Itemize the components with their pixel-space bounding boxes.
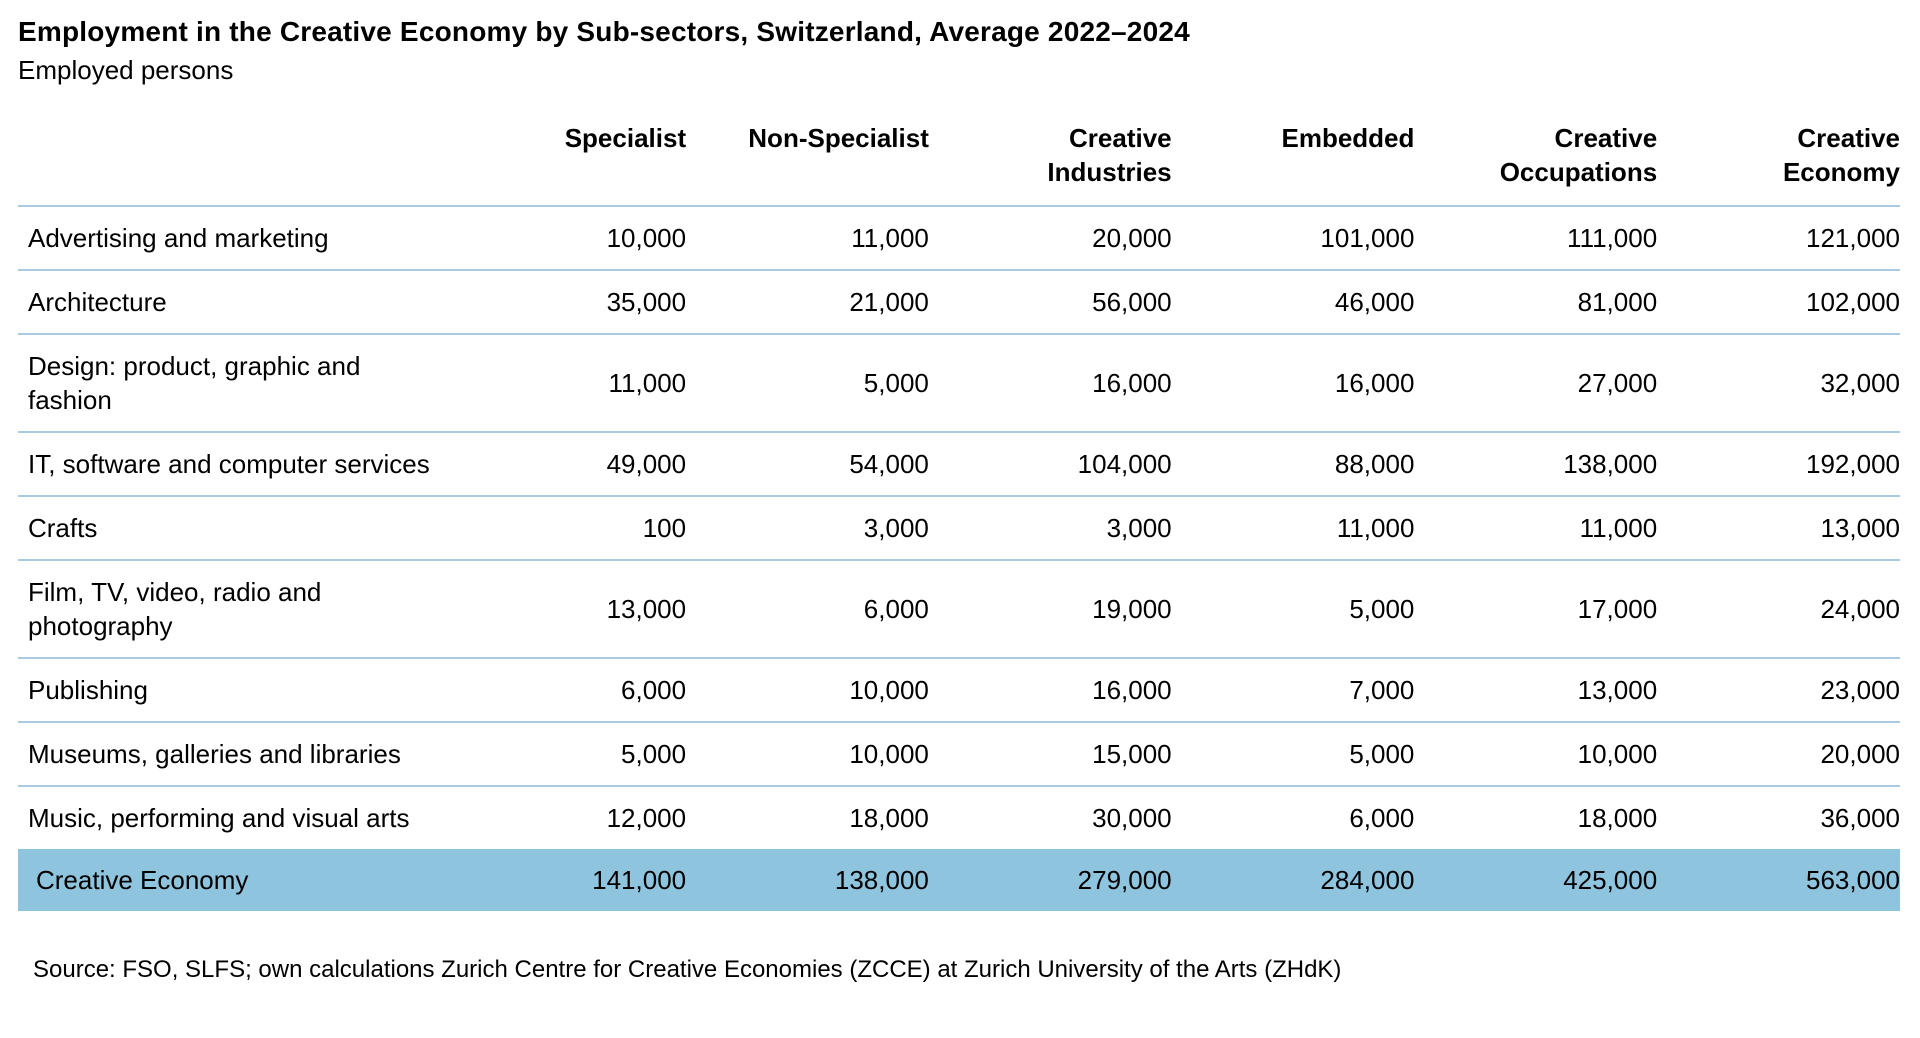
header-specialist: Specialist (443, 97, 687, 207)
cell-value: 23,000 (1820, 675, 1900, 705)
cell-value: 24,000 (1820, 594, 1900, 624)
table-row-museums: Museums, galleries and libraries 5,000 1… (18, 722, 1900, 786)
table-row-architecture: Architecture 35,000 21,000 56,000 46,000… (18, 270, 1900, 334)
cell-value: 5,000 (863, 368, 929, 398)
cell-value: 54,000 (849, 449, 929, 479)
cell-value: 102,000 (1806, 287, 1900, 317)
row-label: Design: product, graphic and fashion (28, 351, 361, 415)
cell-value: 13,000 (606, 594, 687, 624)
source-note: Source: FSO, SLFS; own calculations Zuri… (33, 956, 1342, 983)
cell-value: 6,000 (621, 675, 687, 705)
header-empty (18, 97, 444, 207)
cell-value: 18,000 (849, 803, 929, 833)
employment-table: Specialist Non-Specialist Creative Indus… (18, 97, 1900, 911)
cell-value: 3,000 (1106, 513, 1172, 543)
cell-value: 101,000 (1320, 223, 1415, 253)
cell-value: 36,000 (1820, 803, 1900, 833)
cell-value: 138,000 (1563, 449, 1658, 479)
cell-value: 7,000 (1349, 675, 1415, 705)
cell-value: 121,000 (1806, 223, 1900, 253)
cell-value: 18,000 (1577, 803, 1658, 833)
table-row-advertising: Advertising and marketing 10,000 11,000 … (18, 206, 1900, 270)
cell-value: 20,000 (1092, 223, 1172, 253)
cell-value: 16,000 (1092, 675, 1172, 705)
cell-value: 13,000 (1577, 675, 1658, 705)
cell-value: 11,000 (608, 368, 687, 398)
row-label: IT, software and computer services (28, 449, 430, 479)
header-creative-economy: Creative Economy (1657, 97, 1900, 207)
cell-value: 5,000 (1349, 594, 1415, 624)
cell-value: 5,000 (621, 739, 687, 769)
cell-value: 13,000 (1820, 513, 1900, 543)
cell-value: 6,000 (863, 594, 929, 624)
cell-value: 27,000 (1577, 368, 1658, 398)
cell-value: 111,000 (1567, 223, 1658, 253)
table-row-creative-economy-total: Creative Economy 141,000 138,000 279,000… (18, 849, 1900, 911)
cell-value: 279,000 (1077, 865, 1172, 895)
cell-value: 5,000 (1349, 739, 1415, 769)
cell-value: 10,000 (606, 223, 687, 253)
cell-value: 100 (642, 513, 687, 543)
cell-value: 141,000 (592, 865, 687, 895)
table-row-crafts: Crafts 100 3,000 3,000 11,000 11,000 13,… (18, 496, 1900, 560)
table-row-design: Design: product, graphic and fashion 11,… (18, 334, 1900, 432)
row-label: Advertising and marketing (28, 223, 329, 253)
cell-value: 15,000 (1092, 739, 1172, 769)
cell-value: 16,000 (1334, 368, 1415, 398)
row-label: Music, performing and visual arts (28, 803, 410, 833)
cell-value: 30,000 (1092, 803, 1172, 833)
header-row: Specialist Non-Specialist Creative Indus… (18, 97, 1900, 207)
cell-value: 49,000 (606, 449, 687, 479)
cell-value: 46,000 (1334, 287, 1415, 317)
cell-value: 10,000 (849, 675, 929, 705)
cell-value: 192,000 (1806, 449, 1900, 479)
cell-value: 425,000 (1563, 865, 1658, 895)
cell-value: 17,000 (1577, 594, 1658, 624)
row-label: Architecture (28, 287, 167, 317)
cell-value: 35,000 (606, 287, 687, 317)
cell-value: 11,000 (1579, 513, 1658, 543)
header-embedded: Embedded (1171, 97, 1415, 207)
cell-value: 10,000 (1577, 739, 1658, 769)
header-creative-occupations: Creative Occupations (1414, 97, 1658, 207)
table-row-music: Music, performing and visual arts 12,000… (18, 786, 1900, 849)
row-label: Creative Economy (36, 865, 249, 895)
cell-value: 563,000 (1806, 865, 1900, 895)
page-subtitle: Employed persons (18, 55, 234, 85)
cell-value: 21,000 (849, 287, 929, 317)
cell-value: 81,000 (1577, 287, 1658, 317)
cell-value: 32,000 (1820, 368, 1900, 398)
row-label: Publishing (28, 675, 148, 705)
table-body: Advertising and marketing 10,000 11,000 … (18, 206, 1900, 911)
row-label: Museums, galleries and libraries (28, 739, 401, 769)
table-row-film-tv: Film, TV, video, radio and photography 1… (18, 560, 1900, 658)
cell-value: 104,000 (1077, 449, 1172, 479)
cell-value: 11,000 (1336, 513, 1415, 543)
cell-value: 12,000 (606, 803, 687, 833)
table-row-publishing: Publishing 6,000 10,000 16,000 7,000 13,… (18, 658, 1900, 722)
cell-value: 16,000 (1092, 368, 1172, 398)
header-non-specialist: Non-Specialist (686, 97, 929, 207)
cell-value: 19,000 (1092, 594, 1172, 624)
cell-value: 284,000 (1320, 865, 1415, 895)
cell-value: 6,000 (1349, 803, 1415, 833)
cell-value: 20,000 (1820, 739, 1900, 769)
cell-value: 11,000 (851, 223, 929, 253)
table-row-it-software: IT, software and computer services 49,00… (18, 432, 1900, 496)
header-creative-industries: Creative Industries (928, 97, 1172, 207)
cell-value: 138,000 (834, 865, 929, 895)
cell-value: 10,000 (849, 739, 929, 769)
row-label: Film, TV, video, radio and photography (28, 577, 322, 641)
cell-value: 88,000 (1334, 449, 1415, 479)
page-title: Employment in the Creative Economy by Su… (18, 16, 1190, 47)
cell-value: 56,000 (1092, 287, 1172, 317)
table-header: Specialist Non-Specialist Creative Indus… (18, 97, 1900, 207)
row-label: Crafts (28, 513, 98, 543)
cell-value: 3,000 (863, 513, 929, 543)
